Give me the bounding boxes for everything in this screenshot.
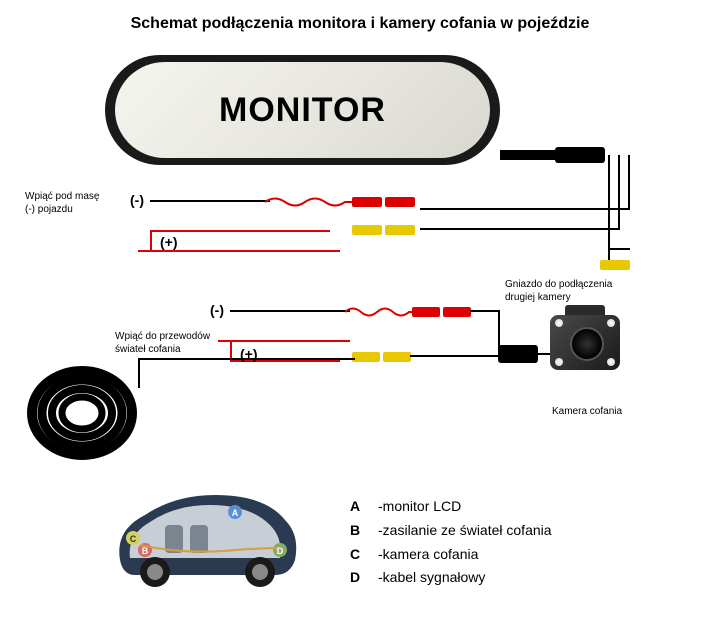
monitor-cable-stub xyxy=(500,150,560,160)
wire-black-3 xyxy=(628,155,630,210)
connector-red-1b xyxy=(385,197,415,207)
polarity-plus1: (+) xyxy=(160,234,178,250)
connector-yellow-2b xyxy=(383,352,411,362)
camera-junction xyxy=(498,345,538,363)
wire-coil-red-2 xyxy=(345,305,415,320)
wire-cam-jv xyxy=(498,310,500,348)
monitor-label: MONITOR xyxy=(219,91,386,130)
legend-row: C- kamera cofania xyxy=(350,543,552,567)
svg-text:A: A xyxy=(232,508,239,518)
wire-vid2-h xyxy=(420,228,620,230)
monitor-cable-connector xyxy=(555,147,605,163)
connector-yellow-1b xyxy=(385,225,415,235)
polarity-minus2: (-) xyxy=(210,302,224,318)
mass-label: Wpiąć pod masę(-) pojazdu xyxy=(25,190,99,216)
cable-coil xyxy=(25,365,140,460)
connector-yellow-cam2 xyxy=(600,260,630,270)
wire-cam-a xyxy=(470,310,500,312)
wire-plus2-h2 xyxy=(218,340,350,342)
wire-plus1-h2 xyxy=(138,250,340,252)
connector-red-1a xyxy=(352,197,382,207)
legend-row: A- monitor LCD xyxy=(350,495,552,519)
legend: A- monitor LCD B- zasilanie ze świateł c… xyxy=(350,495,552,590)
polarity-minus1: (-) xyxy=(130,192,144,208)
wire-cam-b xyxy=(410,355,500,357)
connector-red-2a xyxy=(412,307,440,317)
wire-black-2 xyxy=(618,155,620,230)
wire-vid3-h xyxy=(608,248,630,250)
reverse-camera xyxy=(550,315,625,390)
polarity-plus2: (+) xyxy=(240,346,258,362)
wire-plus1-h xyxy=(150,230,330,232)
monitor: MONITOR xyxy=(105,55,500,165)
wire-vid1-h xyxy=(420,208,630,210)
wire-minus2 xyxy=(230,310,350,312)
camera-label: Kamera cofania xyxy=(552,405,622,418)
svg-text:D: D xyxy=(277,546,284,556)
wire-coil-red-1 xyxy=(265,195,355,210)
connector-yellow-2a xyxy=(352,352,380,362)
connector-yellow-1a xyxy=(352,225,382,235)
connector-red-2b xyxy=(443,307,471,317)
diagram-title: Schemat podłączenia monitora i kamery co… xyxy=(0,15,720,33)
reverse-light-label: Wpiąć do przewodówświateł cofania xyxy=(115,330,210,356)
wire-black-1 xyxy=(608,155,610,250)
legend-row: D- kabel sygnałowy xyxy=(350,566,552,590)
wire-plus1-v xyxy=(150,230,152,250)
wire-minus1 xyxy=(150,200,270,202)
car-cutaway: A B C D xyxy=(105,480,305,595)
second-cam-label: Gniazdo do podłączeniadrugiej kamery xyxy=(505,278,612,304)
legend-row: B- zasilanie ze świateł cofania xyxy=(350,519,552,543)
svg-text:C: C xyxy=(130,534,137,544)
